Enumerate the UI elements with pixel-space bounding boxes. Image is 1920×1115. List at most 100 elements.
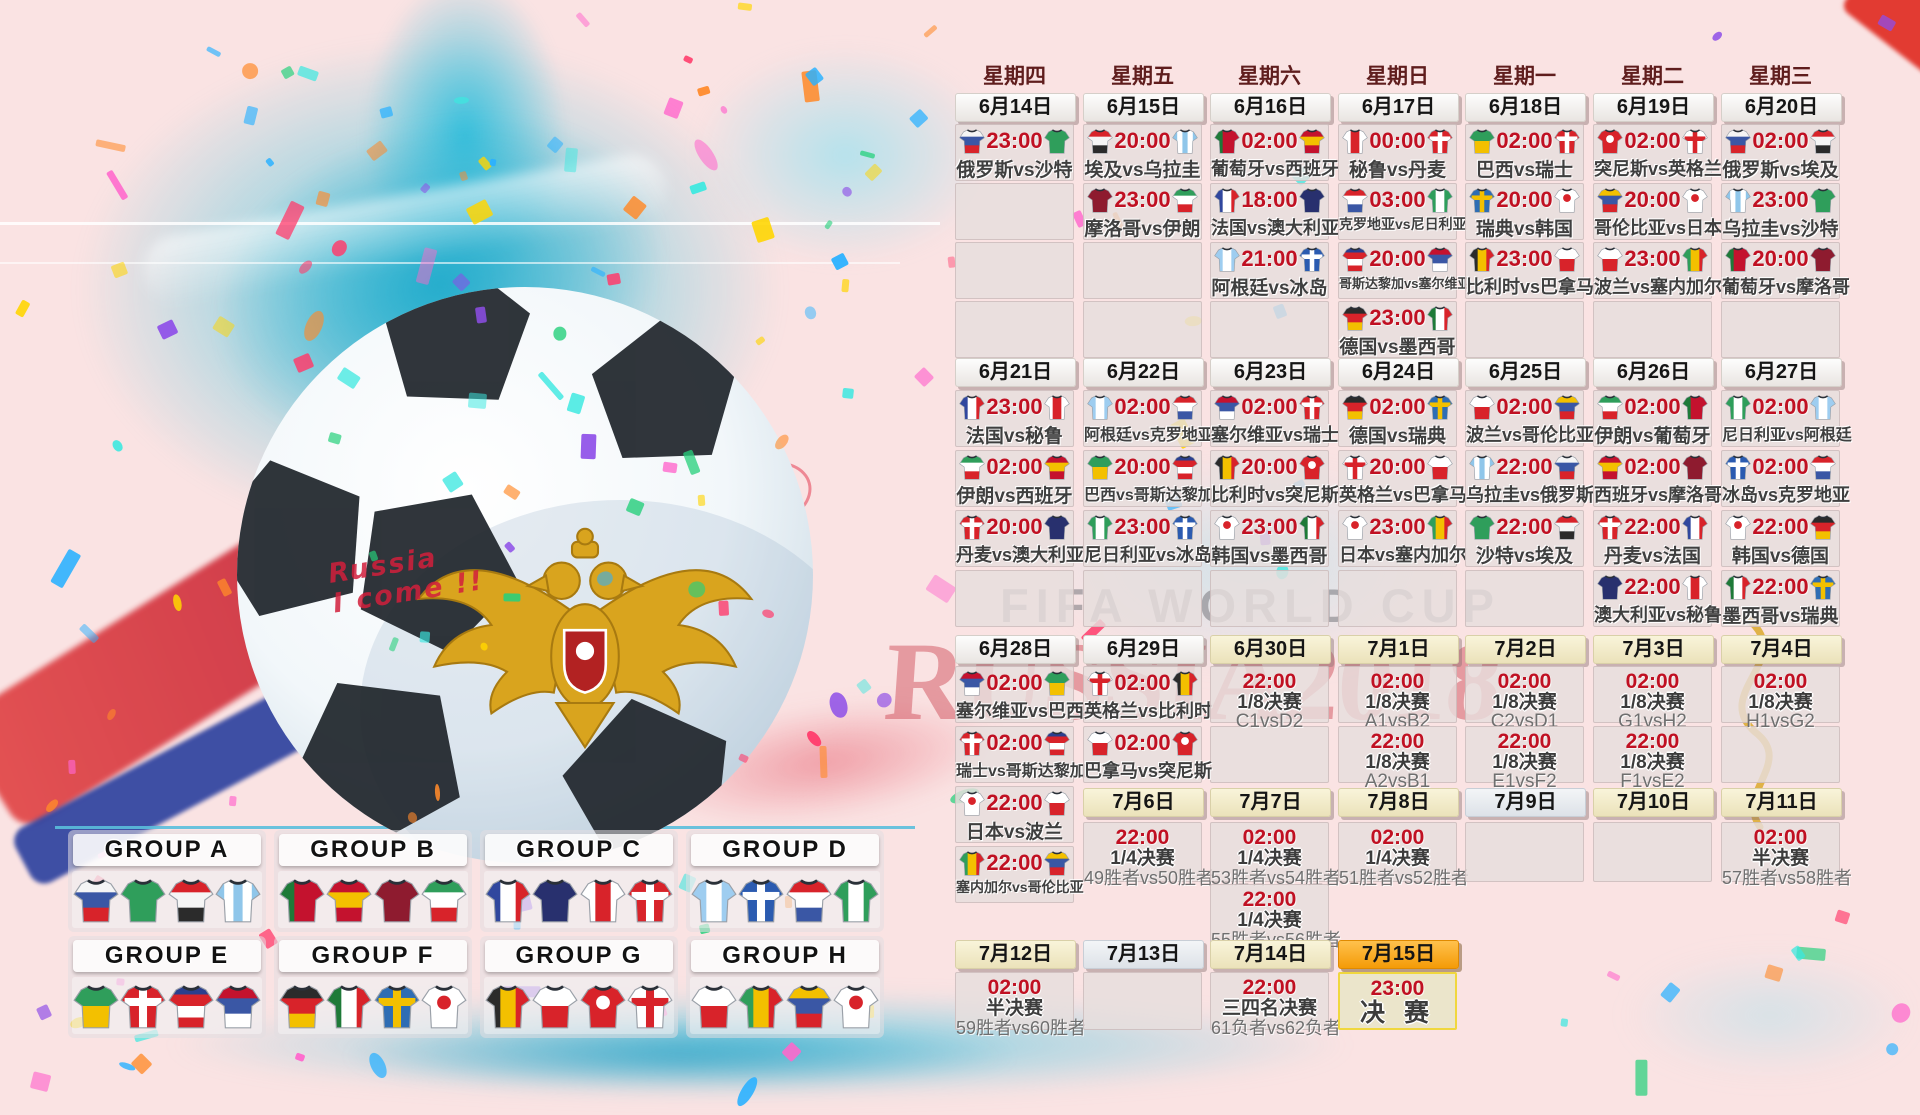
home-team-jersey-icon: [1214, 187, 1240, 213]
home-team-jersey-icon: [1087, 394, 1113, 420]
home-team-jersey-icon: [1342, 454, 1368, 480]
away-team-jersey-icon: [1554, 187, 1580, 213]
home-team-jersey-icon: [959, 670, 985, 696]
final-match-cell: 23:00 决 赛: [1338, 972, 1457, 1030]
away-team-jersey-icon: [1810, 394, 1836, 420]
home-team-jersey-icon: [1087, 454, 1113, 480]
home-team-jersey-icon: [1214, 128, 1240, 154]
knockout-cell: 02:00 半决赛 59胜者vs60胜者: [955, 972, 1086, 1037]
match-time: 22:00: [986, 790, 1043, 815]
match-time: 18:00: [1241, 187, 1298, 212]
home-team-jersey-icon: [1597, 246, 1623, 272]
group-jerseys: [278, 871, 468, 928]
date-header: 7月9日: [1465, 788, 1586, 817]
away-team-jersey-icon: [1299, 454, 1325, 480]
date-header: 6月27日: [1721, 358, 1842, 387]
team-jersey-icon: [580, 983, 626, 1029]
team-jersey-icon: [627, 877, 673, 923]
weekday-label: 星期二: [1621, 65, 1684, 88]
date-header: 7月3日: [1593, 635, 1714, 664]
away-team-jersey-icon: [1810, 574, 1836, 600]
match-time: 00:00: [1369, 128, 1426, 153]
group-jerseys: [72, 871, 262, 928]
match-time: 20:00: [1496, 187, 1553, 212]
pairing-label: 53胜者vs54胜者: [1211, 868, 1342, 888]
away-team-jersey-icon: [1810, 514, 1836, 540]
stage-label: 决 赛: [1360, 999, 1435, 1027]
away-team-jersey-icon: [1554, 514, 1580, 540]
match-teams: 突尼斯vs英格兰: [1594, 159, 1723, 179]
date-header: 6月18日: [1465, 93, 1586, 122]
match-cell: 02:00 突尼斯vs英格兰: [1593, 124, 1723, 181]
home-team-jersey-icon: [1342, 514, 1368, 540]
date-header: 6月19日: [1593, 93, 1714, 122]
team-jersey-icon: [279, 983, 325, 1029]
home-team-jersey-icon: [1469, 514, 1495, 540]
date-header: 7月10日: [1593, 788, 1714, 817]
team-jersey-icon: [279, 877, 325, 923]
team-jersey-icon: [532, 983, 578, 1029]
schedule-grid: 星期四 星期五 星期六 星期日 星期一 星期二 星期三 6月14日 6月15日 6月16日 6月17…: [955, 65, 1852, 1037]
match-time: 21:00: [1241, 246, 1298, 271]
team-jersey-icon: [738, 877, 784, 923]
corner-wash: [1570, 930, 1920, 1100]
away-team-jersey-icon: [1299, 187, 1325, 213]
match-cell: 00:00 秘鲁vs丹麦: [1338, 124, 1457, 181]
knockout-cell: 02:00 1/8决赛 H1vsG2: [1721, 666, 1840, 731]
team-jersey-icon: [691, 983, 737, 1029]
away-team-jersey-icon: [1682, 187, 1708, 213]
match-time: 22:00: [1496, 514, 1553, 539]
empty-cell: [955, 242, 1074, 299]
home-team-jersey-icon: [1087, 128, 1113, 154]
match-time: 02:00: [1752, 394, 1809, 419]
pairing-label: C1vsD2: [1235, 711, 1304, 732]
away-team-jersey-icon: [1554, 394, 1580, 420]
home-team-jersey-icon: [1342, 246, 1368, 272]
match-time: 02:00: [1370, 670, 1425, 693]
match-teams: 塞尔维亚vs巴西: [956, 701, 1085, 721]
team-jersey-icon: [691, 877, 737, 923]
match-time: 23:00: [1496, 246, 1553, 271]
match-cell: 18:00 法国vs澳大利亚: [1210, 183, 1339, 240]
group-jerseys: [72, 977, 262, 1034]
match-time: 20:00: [1369, 454, 1426, 479]
match-time: 02:00: [1497, 670, 1552, 693]
match-time: 22:00: [1624, 514, 1681, 539]
home-team-jersey-icon: [1087, 730, 1113, 756]
away-team-jersey-icon: [1682, 128, 1708, 154]
match-time: 02:00: [1624, 394, 1681, 419]
match-time: 02:00: [1753, 670, 1808, 693]
match-time: 02:00: [1625, 670, 1680, 693]
home-team-jersey-icon: [1342, 128, 1368, 154]
home-team-jersey-icon: [1725, 454, 1751, 480]
home-team-jersey-icon: [1469, 187, 1495, 213]
match-cell: 02:00 葡萄牙vs西班牙: [1210, 124, 1339, 181]
team-jersey-icon: [786, 877, 832, 923]
empty-cell: [1083, 570, 1202, 627]
match-time: 22:00: [986, 850, 1043, 875]
stage-label: 1/8决赛: [1492, 692, 1557, 713]
match-time: 20:00: [1369, 246, 1426, 271]
away-team-jersey-icon: [1172, 394, 1198, 420]
group-box: GROUP A: [68, 830, 266, 932]
team-jersey-icon: [168, 877, 214, 923]
away-team-jersey-icon: [1299, 394, 1325, 420]
match-teams: 比利时vs突尼斯: [1211, 485, 1340, 505]
team-jersey-icon: [786, 983, 832, 1029]
away-team-jersey-icon: [1554, 454, 1580, 480]
match-cell: 22:00 沙特vs埃及: [1465, 510, 1584, 567]
home-team-jersey-icon: [1087, 670, 1113, 696]
match-cell: 22:00 韩国vs德国: [1721, 510, 1840, 567]
match-time: 20:00: [986, 514, 1043, 539]
date-header: 7月8日: [1338, 788, 1459, 817]
away-team-jersey-icon: [1682, 454, 1708, 480]
group-title: GROUP G: [485, 940, 673, 972]
match-teams: 乌拉圭vs沙特: [1722, 219, 1839, 240]
away-team-jersey-icon: [1172, 454, 1198, 480]
away-team-jersey-icon: [1810, 128, 1836, 154]
group-jerseys: [278, 977, 468, 1034]
home-team-jersey-icon: [1087, 187, 1113, 213]
home-team-jersey-icon: [1214, 246, 1240, 272]
home-team-jersey-icon: [1214, 394, 1240, 420]
empty-cell: [1465, 822, 1584, 882]
